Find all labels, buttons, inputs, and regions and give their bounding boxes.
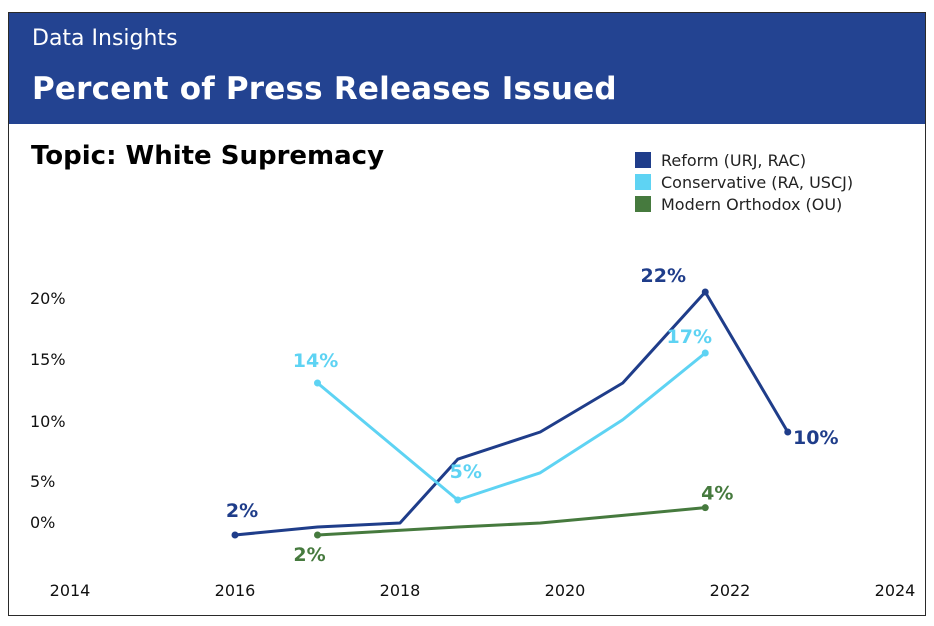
data-point xyxy=(314,531,321,539)
data-point xyxy=(701,504,709,512)
data-label: 17% xyxy=(667,326,712,348)
legend-label-conservative: Conservative (RA, USCJ) xyxy=(661,172,854,192)
legend-item-conservative: Conservative (RA, USCJ) xyxy=(635,171,853,193)
x-tick-label: 2018 xyxy=(380,581,421,600)
legend-label-orthodox: Modern Orthodox (OU) xyxy=(661,194,843,214)
legend-swatch-reform xyxy=(635,152,651,168)
series-line-1 xyxy=(316,351,707,502)
header-banner: Data Insights Percent of Press Releases … xyxy=(9,13,925,124)
x-tick-label: 2024 xyxy=(875,581,916,600)
legend-swatch-conservative xyxy=(635,174,651,190)
y-tick-label: 5% xyxy=(30,472,55,491)
data-point xyxy=(784,428,792,436)
chart-frame: Data Insights Percent of Press Releases … xyxy=(8,12,926,616)
data-point xyxy=(701,349,709,357)
data-label: 2% xyxy=(226,500,258,522)
data-label: 2% xyxy=(293,544,325,566)
data-label: 5% xyxy=(450,461,482,483)
legend-swatch-orthodox xyxy=(635,196,651,212)
page-title: Percent of Press Releases Issued xyxy=(32,71,617,107)
y-tick-label: 15% xyxy=(30,350,66,369)
legend: Reform (URJ, RAC) Conservative (RA, USCJ… xyxy=(635,149,853,215)
data-point xyxy=(701,288,709,296)
data-label: 14% xyxy=(293,350,338,372)
data-label: 22% xyxy=(641,265,686,287)
x-tick-label: 2020 xyxy=(545,581,586,600)
legend-item-orthodox: Modern Orthodox (OU) xyxy=(635,193,853,215)
x-tick-label: 2014 xyxy=(50,581,91,600)
series-line-0 xyxy=(234,290,790,537)
data-point xyxy=(454,496,462,504)
x-tick-label: 2016 xyxy=(215,581,256,600)
data-label: 10% xyxy=(793,427,838,449)
y-tick-label: 10% xyxy=(30,412,66,431)
legend-item-reform: Reform (URJ, RAC) xyxy=(635,149,853,171)
series-line-2 xyxy=(317,506,706,537)
legend-label-reform: Reform (URJ, RAC) xyxy=(661,150,807,170)
x-tick-label: 2022 xyxy=(710,581,751,600)
header-eyebrow: Data Insights xyxy=(32,26,178,51)
y-tick-label: 0% xyxy=(30,513,55,532)
chart-title: Topic: White Supremacy xyxy=(31,141,385,171)
data-label: 4% xyxy=(701,483,733,505)
data-point xyxy=(231,531,239,539)
data-point xyxy=(314,379,321,387)
y-tick-label: 20% xyxy=(30,289,66,308)
